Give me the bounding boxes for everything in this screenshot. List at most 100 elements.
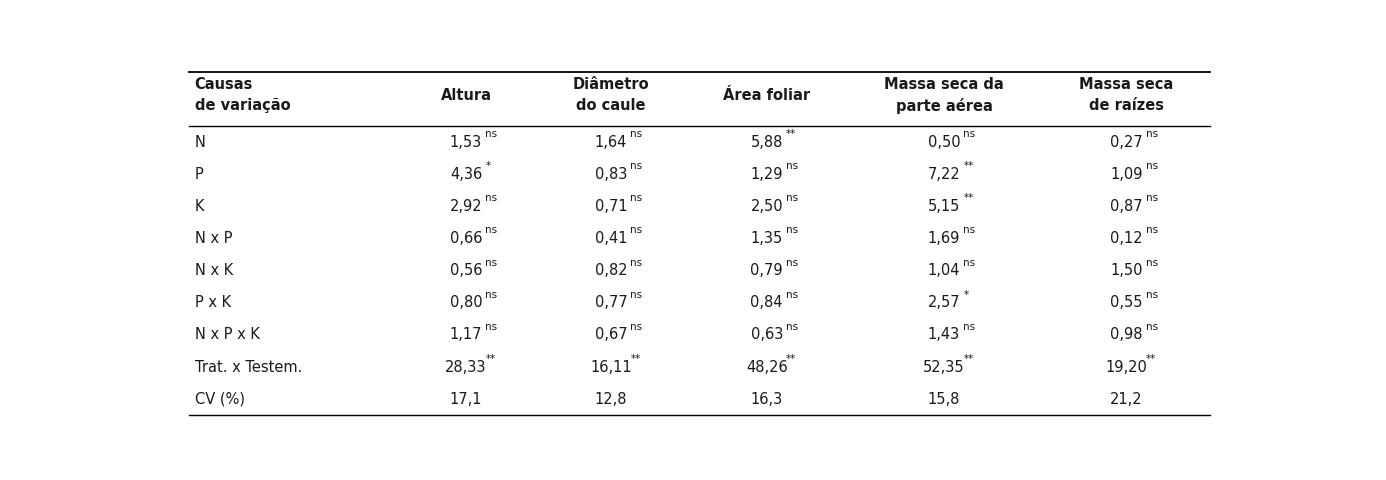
Text: ns: ns: [1146, 258, 1159, 267]
Text: 0,56: 0,56: [449, 263, 482, 278]
Text: ns: ns: [786, 290, 798, 300]
Text: 15,8: 15,8: [927, 392, 960, 407]
Text: N: N: [194, 134, 205, 150]
Text: 5,88: 5,88: [751, 134, 783, 150]
Text: ns: ns: [1146, 193, 1159, 203]
Text: ns: ns: [963, 322, 976, 332]
Text: ns: ns: [786, 161, 798, 171]
Text: 12,8: 12,8: [595, 392, 628, 407]
Text: 1,43: 1,43: [927, 327, 960, 343]
Text: N x K: N x K: [194, 263, 233, 278]
Text: 0,83: 0,83: [595, 167, 626, 182]
Text: ns: ns: [1146, 226, 1159, 235]
Text: 0,77: 0,77: [595, 295, 628, 311]
Text: ns: ns: [631, 290, 643, 300]
Text: 0,87: 0,87: [1110, 199, 1143, 214]
Text: N x P: N x P: [194, 231, 233, 246]
Text: **: **: [963, 193, 973, 203]
Text: ns: ns: [485, 258, 498, 267]
Text: 48,26: 48,26: [746, 360, 787, 374]
Text: 1,50: 1,50: [1110, 263, 1143, 278]
Text: ns: ns: [485, 290, 498, 300]
Text: ns: ns: [963, 226, 976, 235]
Text: 1,64: 1,64: [595, 134, 626, 150]
Text: 4,36: 4,36: [450, 167, 482, 182]
Text: 1,35: 1,35: [751, 231, 783, 246]
Text: 19,20: 19,20: [1106, 360, 1148, 374]
Text: 28,33: 28,33: [445, 360, 486, 374]
Text: 0,71: 0,71: [595, 199, 628, 214]
Text: 0,79: 0,79: [750, 263, 783, 278]
Text: **: **: [1146, 354, 1156, 364]
Text: ns: ns: [631, 193, 643, 203]
Text: 0,63: 0,63: [751, 327, 783, 343]
Text: 0,41: 0,41: [595, 231, 628, 246]
Text: 16,11: 16,11: [590, 360, 632, 374]
Text: Massa seca
de raízes: Massa seca de raízes: [1080, 77, 1174, 113]
Text: ns: ns: [631, 226, 643, 235]
Text: ns: ns: [963, 129, 976, 139]
Text: **: **: [963, 354, 973, 364]
Text: 0,98: 0,98: [1110, 327, 1143, 343]
Text: **: **: [963, 161, 973, 171]
Text: P x K: P x K: [194, 295, 231, 311]
Text: ns: ns: [485, 129, 498, 139]
Text: ns: ns: [1146, 161, 1159, 171]
Text: 2,57: 2,57: [927, 295, 960, 311]
Text: 1,53: 1,53: [450, 134, 482, 150]
Text: **: **: [485, 354, 496, 364]
Text: 1,09: 1,09: [1110, 167, 1143, 182]
Text: ns: ns: [1146, 129, 1159, 139]
Text: *: *: [485, 161, 491, 171]
Text: ns: ns: [485, 226, 498, 235]
Text: CV (%): CV (%): [194, 392, 245, 407]
Text: 0,82: 0,82: [595, 263, 628, 278]
Text: ns: ns: [1146, 322, 1159, 332]
Text: 17,1: 17,1: [449, 392, 482, 407]
Text: 0,50: 0,50: [927, 134, 960, 150]
Text: Causas
de variação: Causas de variação: [194, 77, 290, 113]
Text: 1,17: 1,17: [449, 327, 482, 343]
Text: 2,50: 2,50: [750, 199, 783, 214]
Text: 1,69: 1,69: [927, 231, 960, 246]
Text: ns: ns: [786, 193, 798, 203]
Text: ns: ns: [631, 258, 643, 267]
Text: 5,15: 5,15: [927, 199, 960, 214]
Text: **: **: [786, 129, 797, 139]
Text: 52,35: 52,35: [923, 360, 965, 374]
Text: 0,27: 0,27: [1110, 134, 1143, 150]
Text: **: **: [631, 354, 640, 364]
Text: 0,55: 0,55: [1110, 295, 1143, 311]
Text: Trat. x Testem.: Trat. x Testem.: [194, 360, 302, 374]
Text: 21,2: 21,2: [1110, 392, 1143, 407]
Text: ns: ns: [786, 258, 798, 267]
Text: ns: ns: [963, 258, 976, 267]
Text: 0,80: 0,80: [449, 295, 482, 311]
Text: N x P x K: N x P x K: [194, 327, 259, 343]
Text: ns: ns: [631, 161, 643, 171]
Text: 0,66: 0,66: [449, 231, 482, 246]
Text: ns: ns: [631, 129, 643, 139]
Text: Altura: Altura: [441, 88, 492, 103]
Text: Diâmetro
do caule: Diâmetro do caule: [572, 77, 649, 113]
Text: 2,92: 2,92: [449, 199, 482, 214]
Text: 0,84: 0,84: [750, 295, 783, 311]
Text: 16,3: 16,3: [751, 392, 783, 407]
Text: 0,67: 0,67: [595, 327, 628, 343]
Text: K: K: [194, 199, 204, 214]
Text: ns: ns: [786, 226, 798, 235]
Text: P: P: [194, 167, 204, 182]
Text: ns: ns: [786, 322, 798, 332]
Text: 0,12: 0,12: [1110, 231, 1143, 246]
Text: ns: ns: [1146, 290, 1159, 300]
Text: Área foliar: Área foliar: [723, 88, 811, 103]
Text: 7,22: 7,22: [927, 167, 960, 182]
Text: ns: ns: [485, 193, 498, 203]
Text: *: *: [963, 290, 969, 300]
Text: **: **: [786, 354, 797, 364]
Text: 1,04: 1,04: [927, 263, 960, 278]
Text: 1,29: 1,29: [750, 167, 783, 182]
Text: ns: ns: [631, 322, 643, 332]
Text: ns: ns: [485, 322, 498, 332]
Text: Massa seca da
parte aérea: Massa seca da parte aérea: [884, 77, 1003, 114]
